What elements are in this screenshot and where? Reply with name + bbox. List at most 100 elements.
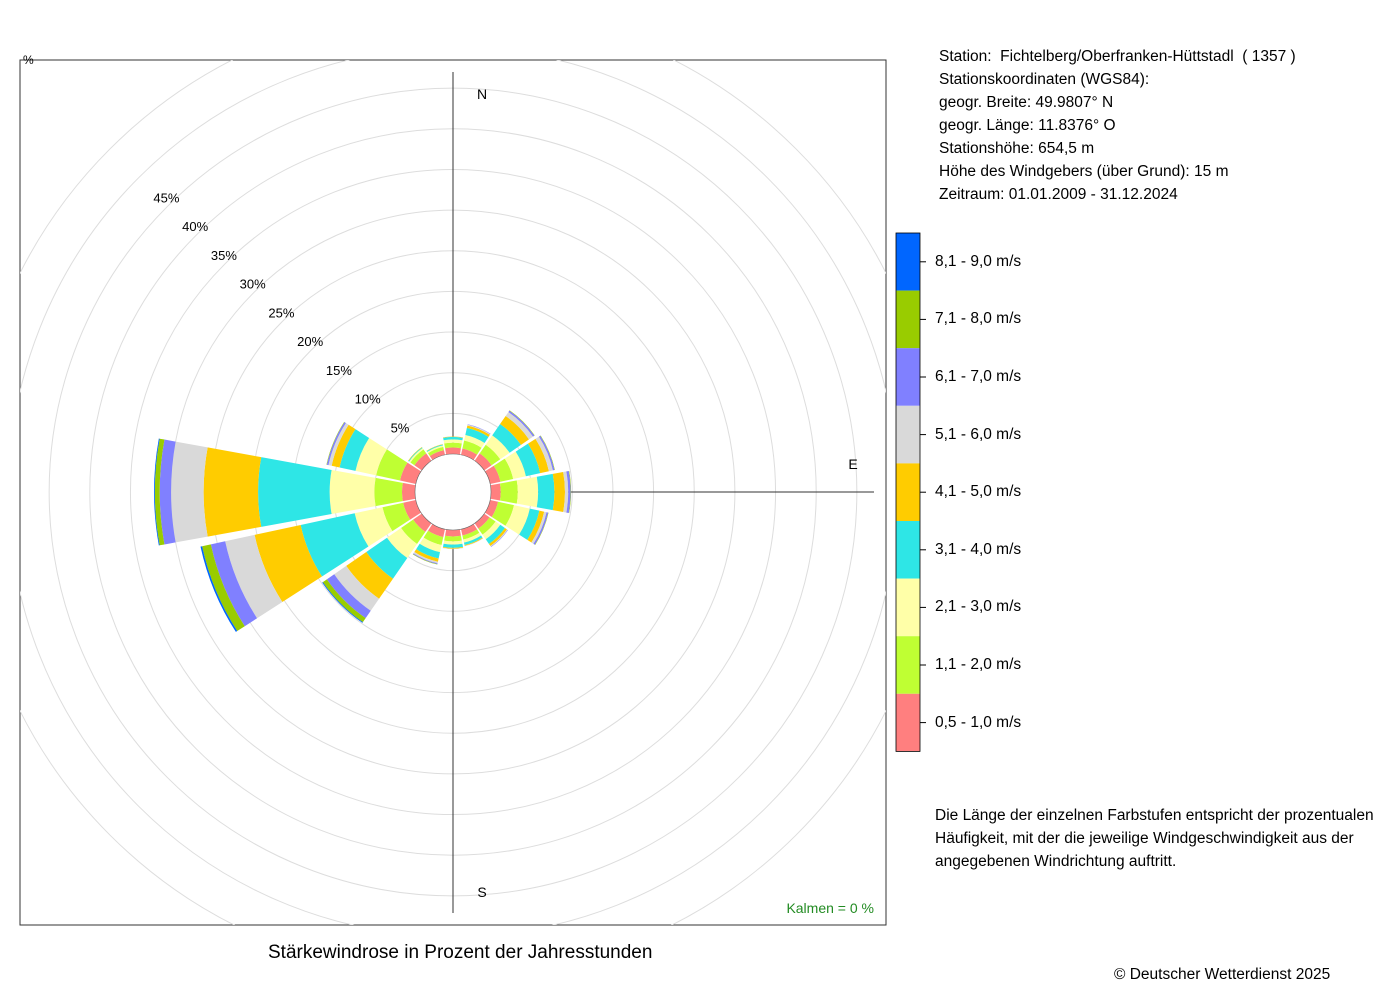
sector-w-bin-6 xyxy=(171,441,208,543)
sector-wnw-bin-1 xyxy=(399,462,422,484)
sector-e-bin-7 xyxy=(566,470,571,514)
wind-sectors xyxy=(154,410,572,632)
sector-n-bin-1 xyxy=(445,447,461,455)
radial-tick-label: 45% xyxy=(153,190,179,205)
legend-swatch-bin-6 xyxy=(896,405,920,464)
coords-header: Stationskoordinaten (WGS84): xyxy=(939,71,1150,88)
station-height: Stationshöhe: 654,5 m xyxy=(939,140,1095,157)
note-line: angegebenen Windrichtung auftritt. xyxy=(935,853,1177,870)
sector-w-bin-1 xyxy=(401,482,416,502)
sector-wsw-bin-4 xyxy=(300,513,369,577)
period: Zeitraum: 01.01.2009 - 31.12.2024 xyxy=(939,186,1178,203)
sector-e-bin-6 xyxy=(563,471,569,513)
sector-wsw-bin-8 xyxy=(202,544,245,632)
sector-ese-bin-4 xyxy=(519,508,540,540)
sector-nnw-bin-3 xyxy=(427,445,444,454)
plot-frame xyxy=(19,59,887,926)
legend-swatch-bin-3 xyxy=(896,578,920,637)
sector-nw-bin-3 xyxy=(409,448,424,463)
sector-ene-bin-7 xyxy=(538,435,555,471)
sector-ne-bin-4 xyxy=(492,423,522,453)
legend-swatch-bin-1 xyxy=(896,693,920,752)
sector-n-bin-5 xyxy=(443,436,463,438)
sector-w-bin-7 xyxy=(159,439,176,545)
calm-circle xyxy=(414,453,492,531)
sector-ese-bin-3 xyxy=(505,505,530,535)
sector-wnw-bin-4 xyxy=(339,429,370,471)
sector-wnw-bin-7 xyxy=(326,422,346,466)
compass-n-label: N xyxy=(477,86,487,102)
chart-title: Stärkewindrose in Prozent der Jahresstun… xyxy=(268,942,653,963)
note-line: Die Länge der einzelnen Farbstufen entsp… xyxy=(935,807,1374,824)
sector-ene-bin-3 xyxy=(504,451,526,479)
sector-s-bin-2 xyxy=(444,535,462,542)
sector-w-bin-8 xyxy=(154,438,165,546)
legend-swatch-bin-2 xyxy=(896,636,920,694)
sector-sse-bin-6 xyxy=(464,538,484,547)
sector-sse-bin-2 xyxy=(462,529,480,540)
station-info: Station: Fichtelberg/Oberfranken-Hüttsta… xyxy=(939,45,1296,206)
sector-se-bin-6 xyxy=(490,529,508,547)
legend-swatch-bin-9 xyxy=(896,233,920,291)
sector-e-bin-1 xyxy=(490,483,501,501)
sector-ne-bin-6 xyxy=(505,411,534,440)
sector-e-bin-5 xyxy=(552,471,565,513)
explanation-note: Die Länge der einzelnen Farbstufen entsp… xyxy=(935,804,1395,873)
legend-swatch-bin-8 xyxy=(896,290,920,349)
legend-swatch-bin-4 xyxy=(896,521,920,579)
radial-tick-label: 30% xyxy=(240,277,266,292)
radial-tick-label: 35% xyxy=(211,248,237,263)
sector-sw-bin-4 xyxy=(366,537,408,579)
sector-sse-bin-4 xyxy=(463,535,483,546)
sector-wsw-bin-2 xyxy=(382,502,411,532)
station-name: Station: Fichtelberg/Oberfranken-Hüttsta… xyxy=(939,48,1296,65)
legend-label-bin-4: 3,1 - 4,0 m/s xyxy=(935,540,1022,558)
sector-nne-bin-2 xyxy=(462,440,482,455)
sector-sw-bin-7 xyxy=(326,574,371,619)
sector-nne-bin-4 xyxy=(465,427,489,443)
sector-ese-bin-2 xyxy=(491,501,514,526)
sector-sw-bin-5 xyxy=(346,552,393,599)
sector-w-bin-4 xyxy=(258,457,332,527)
sector-wsw-bin-5 xyxy=(254,524,322,602)
sector-nw-bin-2 xyxy=(410,449,427,466)
sector-wnw-bin-2 xyxy=(376,449,408,481)
sector-ene-bin-4 xyxy=(515,443,541,477)
sector-ene-bin-1 xyxy=(484,465,501,484)
sector-nnw-bin-2 xyxy=(428,446,444,456)
sector-n-bin-4 xyxy=(443,436,463,441)
sector-ene-bin-6 xyxy=(535,436,553,472)
sector-nne-bin-1 xyxy=(461,448,478,461)
sector-ne-bin-3 xyxy=(485,435,510,460)
sector-wsw-bin-6 xyxy=(225,534,283,619)
sector-nnw-bin-4 xyxy=(426,444,443,452)
sector-ene-bin-2 xyxy=(493,458,514,482)
sector-sw-bin-6 xyxy=(334,565,380,611)
sector-w-bin-5 xyxy=(203,447,262,537)
legend-label-bin-3: 2,1 - 3,0 m/s xyxy=(935,598,1022,616)
sector-se-bin-2 xyxy=(478,517,496,535)
sector-wnw-bin-5 xyxy=(331,424,356,468)
legend-label-bin-7: 6,1 - 7,0 m/s xyxy=(935,368,1022,385)
sector-sse-bin-3 xyxy=(463,532,482,543)
compass-labels: N E S xyxy=(477,86,858,900)
sector-ese-bin-6 xyxy=(531,511,547,544)
sector-w-bin-3 xyxy=(329,469,376,515)
legend-label-bin-6: 5,1 - 6,0 m/s xyxy=(935,425,1022,443)
legend-swatch-bin-5 xyxy=(896,463,920,521)
sector-se-bin-5 xyxy=(488,527,507,546)
sector-nne-bin-5 xyxy=(466,425,490,437)
percent-unit: % xyxy=(23,53,34,67)
sector-se-bin-1 xyxy=(474,513,490,529)
sector-n-bin-3 xyxy=(443,439,463,444)
sector-ssw-bin-3 xyxy=(419,537,442,553)
sector-ssw-bin-6 xyxy=(413,551,438,564)
sector-w-bin-2 xyxy=(374,477,403,507)
sector-ssw-bin-1 xyxy=(428,523,445,538)
note-line: Häufigkeit, mit der die jeweilige Windge… xyxy=(935,830,1354,847)
sector-se-bin-3 xyxy=(482,521,501,540)
sector-ne-bin-5 xyxy=(500,415,530,445)
legend-label-bin-9: 8,1 - 9,0 m/s xyxy=(935,252,1022,270)
sector-nnw-bin-1 xyxy=(429,450,445,461)
sector-ese-bin-7 xyxy=(533,512,549,545)
